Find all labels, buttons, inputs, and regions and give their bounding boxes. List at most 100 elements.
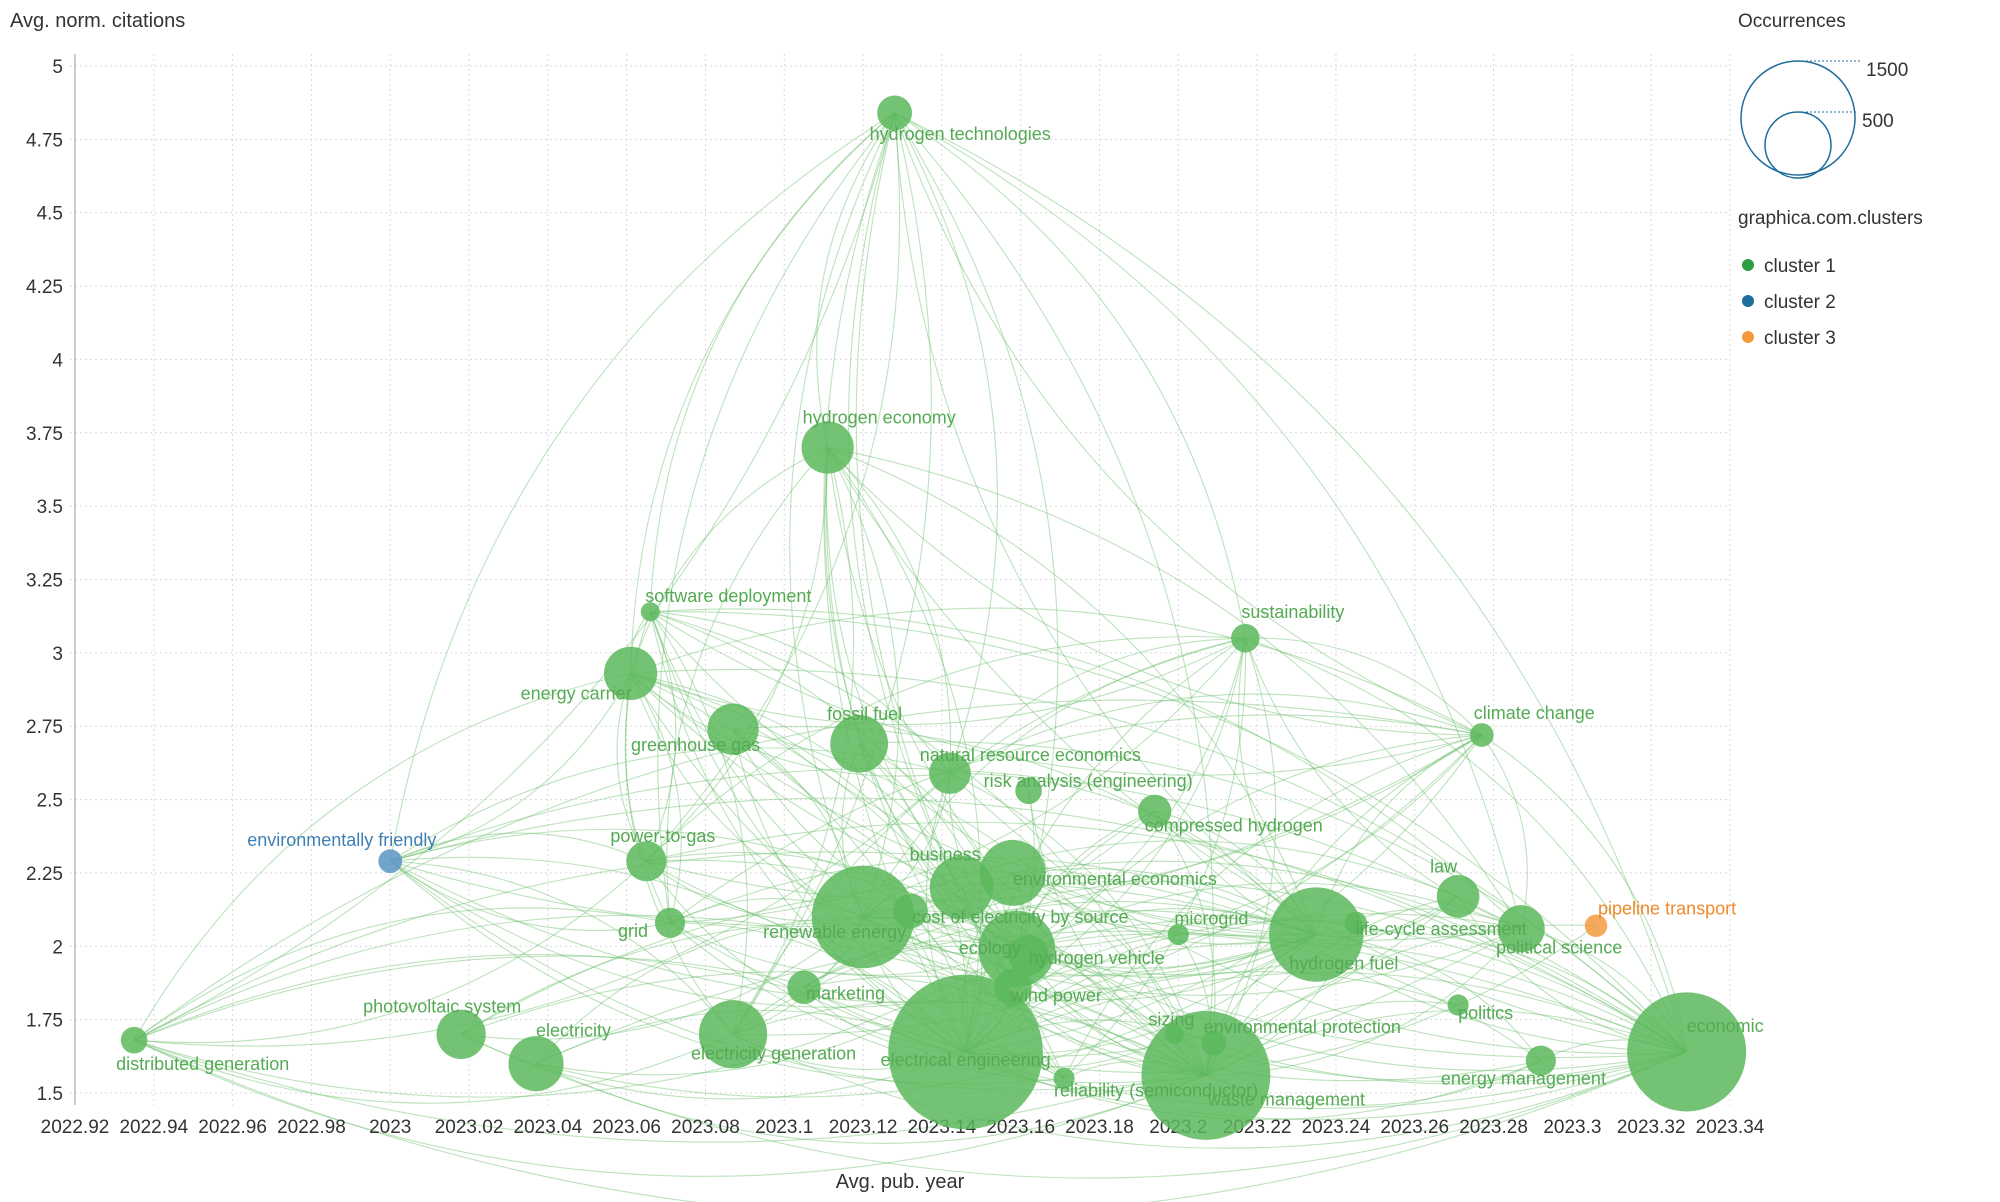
network-link xyxy=(133,1039,1207,1177)
node-label-power-to-gas: power-to-gas xyxy=(610,826,715,846)
node-label-cost-of-electricity-by-source: cost of electricity by source xyxy=(912,907,1128,927)
y-axis-title: Avg. norm. citations xyxy=(10,10,185,32)
node-electrical-engineering xyxy=(888,974,1043,1130)
network-link xyxy=(133,672,631,1041)
y-tick-label: 1.5 xyxy=(37,1084,63,1105)
network-link xyxy=(390,856,966,1053)
network-link xyxy=(862,916,1317,977)
y-tick-label: 5 xyxy=(52,57,63,78)
network-link xyxy=(894,112,1522,929)
network-link xyxy=(827,447,982,1053)
y-tick-label: 3.75 xyxy=(26,424,63,445)
grid xyxy=(70,54,1731,1105)
node-electricity xyxy=(508,1036,564,1092)
network-link xyxy=(816,112,896,448)
node-label-fossil-fuel: fossil fuel xyxy=(827,704,902,724)
node-labels: hydrogen technologies hydrogen economy sof… xyxy=(116,124,1764,1109)
network-link xyxy=(827,446,1317,935)
network-link xyxy=(630,668,1688,1053)
network-link xyxy=(646,852,1018,950)
network-link xyxy=(732,1033,1687,1149)
network-link xyxy=(1244,637,1522,930)
network-link xyxy=(1205,1009,1687,1076)
network-link xyxy=(535,930,1687,1065)
network-link xyxy=(133,112,896,1041)
node-label-natural-resource-economics: natural resource economics xyxy=(920,745,1141,765)
node-distributed-generation xyxy=(120,1026,148,1054)
node-law xyxy=(1436,875,1480,918)
network-link xyxy=(894,112,1688,1053)
x-tick-label: 2023.32 xyxy=(1617,1117,1686,1138)
node-hydrogen-vehicle xyxy=(1008,934,1049,976)
node-life-cycle-assessment xyxy=(1344,911,1367,935)
y-tick-label: 4 xyxy=(52,350,63,371)
node-wind-power xyxy=(994,968,1032,1007)
network-link xyxy=(862,916,1522,996)
cluster-legend-title: graphica.com.clusters xyxy=(1738,208,1923,229)
network-link xyxy=(965,734,1483,1053)
x-tick-label: 2022.96 xyxy=(198,1117,267,1138)
node-label-pipeline-transport: pipeline transport xyxy=(1598,899,1736,919)
node-label-ecology: ecology xyxy=(959,938,1021,958)
network-link xyxy=(669,714,1482,924)
network-link xyxy=(965,913,1522,1053)
network-link xyxy=(859,741,1688,1053)
node-label-electricity: electricity xyxy=(536,1021,611,1041)
network-link xyxy=(1063,638,1247,1079)
network-link xyxy=(649,112,895,612)
x-tick-label: 2023.28 xyxy=(1459,1117,1528,1138)
size-legend-title: Occurrences xyxy=(1738,11,1846,32)
node-label-waste-management: waste management xyxy=(1207,1089,1365,1109)
node-environmental-protection xyxy=(1201,1030,1227,1056)
network-link xyxy=(630,672,1522,942)
network-link xyxy=(390,860,734,1035)
y-tick-label: 4.5 xyxy=(37,204,63,225)
x-tick-label: 2023.02 xyxy=(435,1117,504,1138)
network-link xyxy=(669,922,1017,976)
y-tick-label: 2.5 xyxy=(37,791,63,812)
node-photovoltaic-system xyxy=(436,1009,486,1059)
x-tick-label: 2023.16 xyxy=(986,1117,1055,1138)
node-label-climate-change: climate change xyxy=(1474,703,1595,723)
size-legend-circle-small xyxy=(1764,111,1832,179)
network-link xyxy=(827,447,899,918)
x-axis-ticks: 2022.92 2022.94 2022.96 2022.98 2023 2023.02 2… xyxy=(41,1117,1765,1138)
network-link xyxy=(1012,860,1687,1053)
network-link xyxy=(733,734,1483,1036)
network-link xyxy=(894,112,998,774)
network-link xyxy=(630,607,1483,736)
node-label-life-cycle-assessment: life-cycle assessment xyxy=(1356,919,1527,939)
network-link xyxy=(133,907,671,1041)
network-link xyxy=(133,699,1482,1041)
node-label-hydrogen-fuel: hydrogen fuel xyxy=(1289,954,1398,974)
network-link xyxy=(649,611,748,1035)
x-tick-label: 2023.1 xyxy=(755,1117,813,1138)
network-link xyxy=(732,112,932,1035)
x-tick-label: 2022.98 xyxy=(277,1117,346,1138)
node-reliability-semiconductor xyxy=(1053,1067,1075,1089)
network-link xyxy=(630,112,895,674)
x-tick-label: 2023.06 xyxy=(592,1117,661,1138)
cluster-legend: graphica.com.clusters cluster 1 cluster … xyxy=(1738,208,1923,349)
node-label-environmental-protection: environmental protection xyxy=(1204,1017,1401,1037)
node-pipeline-transport xyxy=(1584,914,1608,937)
network-link xyxy=(894,112,1482,736)
network-link xyxy=(389,860,1207,1091)
cluster-legend-swatch-3 xyxy=(1742,331,1754,343)
network-link xyxy=(134,772,951,1047)
network-link xyxy=(961,887,1687,1072)
x-tick-label: 2022.92 xyxy=(41,1117,110,1138)
cluster-legend-swatch-2 xyxy=(1742,295,1754,307)
network-link xyxy=(666,447,829,923)
node-label-law: law xyxy=(1430,856,1458,876)
network-nodes xyxy=(120,95,1747,1140)
node-label-electrical-engineering: electrical engineering xyxy=(880,1050,1050,1070)
network-link xyxy=(650,611,1688,1053)
node-label-sizing: sizing xyxy=(1148,1009,1194,1029)
network-link xyxy=(1063,734,1482,1079)
x-tick-label: 2023.04 xyxy=(514,1117,583,1138)
y-tick-label: 3.25 xyxy=(26,571,63,592)
node-sustainability xyxy=(1231,623,1260,653)
network-link xyxy=(630,672,1014,988)
network-link xyxy=(1245,637,1688,1053)
